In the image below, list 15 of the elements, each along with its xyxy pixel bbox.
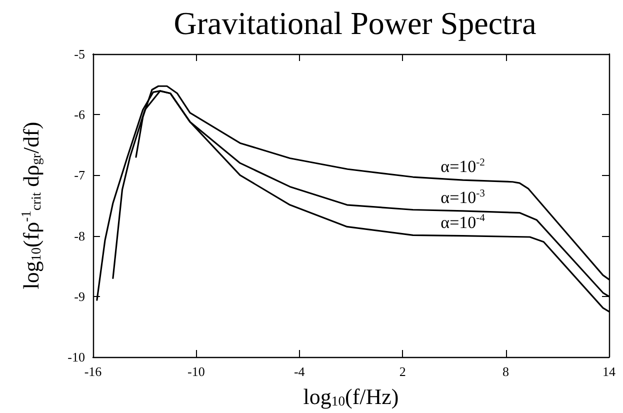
x-tick-label: -16: [84, 364, 102, 379]
chart-title: Gravitational Power Spectra: [174, 5, 536, 41]
y-tick-label: -8: [74, 228, 85, 244]
y-tick-label: -5: [74, 46, 85, 62]
y-tick-label: -10: [68, 350, 85, 364]
y-tick-label: -9: [74, 288, 85, 304]
y-tick-label: -7: [74, 168, 86, 183]
x-axis-title: log10(f/Hz): [303, 384, 399, 409]
x-tick-label: 2: [399, 364, 406, 379]
x-tick-label: 14: [602, 364, 616, 379]
y-axis-title: log10(fρ-1crit dρgr/df): [18, 122, 44, 290]
x-tick-label: -10: [188, 364, 205, 379]
x-tick-label: -4: [294, 364, 306, 379]
y-tick-label: -6: [74, 107, 86, 122]
x-tick-label: 8: [502, 364, 510, 379]
